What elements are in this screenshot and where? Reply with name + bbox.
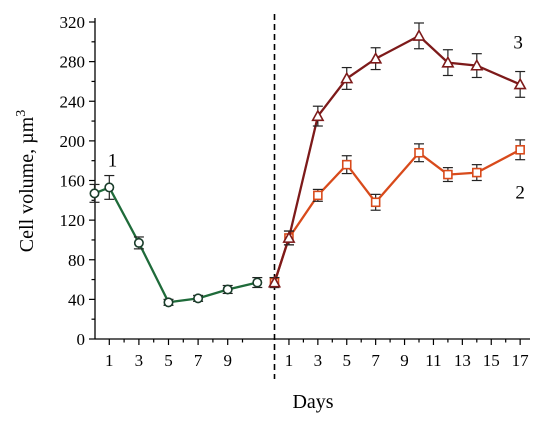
- data-point: [282, 230, 296, 246]
- x-tick-label: 9: [400, 351, 409, 370]
- triangle-marker: [340, 71, 354, 84]
- data-point: [340, 66, 354, 90]
- data-point: [163, 297, 174, 308]
- square-marker: [414, 147, 424, 158]
- x-tick-label: 5: [164, 351, 173, 370]
- x-tick-label: 17: [512, 351, 530, 370]
- series-layer: [89, 22, 527, 308]
- x-tick-label: 7: [371, 351, 380, 370]
- data-point: [104, 174, 115, 200]
- x-tick-label: 9: [223, 351, 232, 370]
- data-point: [471, 164, 482, 182]
- series-line-3: [273, 34, 521, 283]
- triangle-marker: [470, 58, 484, 71]
- data-point: [442, 167, 453, 183]
- data-point: [312, 188, 323, 202]
- circle-marker: [89, 188, 100, 199]
- series-1: [89, 174, 263, 308]
- data-point: [89, 183, 100, 203]
- x-tick-label: 3: [135, 351, 144, 370]
- circle-marker: [252, 277, 263, 288]
- x-tick-label: 1: [285, 351, 294, 370]
- square-marker: [471, 167, 482, 178]
- y-tick-label: 200: [60, 132, 86, 151]
- triangle-marker: [311, 109, 325, 122]
- data-point: [441, 49, 455, 77]
- x-tick-label: 1: [105, 351, 114, 370]
- data-point: [193, 293, 204, 304]
- triangle-marker: [369, 51, 383, 64]
- x-tick-label: 11: [425, 351, 441, 370]
- series-line-2: [273, 148, 521, 283]
- circle-marker: [104, 182, 115, 193]
- circle-marker: [222, 284, 233, 295]
- labels-layer: Days Cell volume, µm3 123: [14, 33, 525, 413]
- data-point: [515, 139, 526, 161]
- x-axis-label: Days: [292, 391, 333, 413]
- square-marker: [341, 159, 352, 170]
- series-label-2: 2: [515, 182, 525, 203]
- y-tick-label: 240: [60, 92, 86, 111]
- square-marker: [515, 144, 525, 155]
- triangle-marker: [441, 55, 455, 68]
- y-tick-label: 160: [60, 172, 86, 191]
- square-marker: [443, 169, 453, 180]
- data-point: [370, 193, 381, 211]
- circle-marker: [133, 237, 144, 248]
- data-point: [252, 276, 263, 289]
- y-axis-label-text: Cell volume, µm: [16, 116, 38, 252]
- y-axis-label: Cell volume, µm3: [14, 110, 38, 252]
- triangle-marker: [282, 231, 296, 243]
- data-point: [341, 155, 352, 175]
- square-marker: [370, 197, 381, 208]
- data-point: [470, 53, 484, 79]
- circle-marker: [163, 297, 174, 308]
- triangle-marker: [513, 77, 527, 90]
- y-tick-label: 120: [60, 211, 86, 230]
- series-label-1: 1: [108, 151, 118, 172]
- square-marker: [313, 190, 323, 201]
- data-point: [369, 47, 383, 71]
- data-point: [311, 105, 325, 127]
- triangle-marker: [412, 29, 426, 41]
- y-tick-label: 80: [68, 251, 85, 270]
- y-tick-label: 280: [60, 53, 86, 72]
- x-tick-label: 3: [314, 351, 323, 370]
- y-tick-label: 0: [77, 330, 86, 349]
- x-tick-label: 15: [483, 351, 500, 370]
- x-tick-label: 13: [454, 351, 471, 370]
- y-tick-label: 40: [68, 290, 85, 309]
- data-point: [222, 284, 233, 295]
- data-point: [513, 70, 527, 98]
- series-label-3: 3: [513, 33, 523, 54]
- series-line-1: [94, 185, 258, 304]
- y-tick-label: 320: [60, 13, 86, 32]
- x-tick-label: 5: [343, 351, 352, 370]
- data-point: [412, 22, 426, 50]
- y-axis-label-superscript: 3: [14, 110, 29, 117]
- x-tick-label: 7: [194, 351, 203, 370]
- circle-marker: [193, 293, 204, 304]
- data-point: [133, 236, 144, 250]
- data-point: [414, 143, 424, 163]
- data-point: [267, 275, 282, 289]
- triangle-marker: [267, 275, 282, 288]
- series-3: [267, 22, 527, 289]
